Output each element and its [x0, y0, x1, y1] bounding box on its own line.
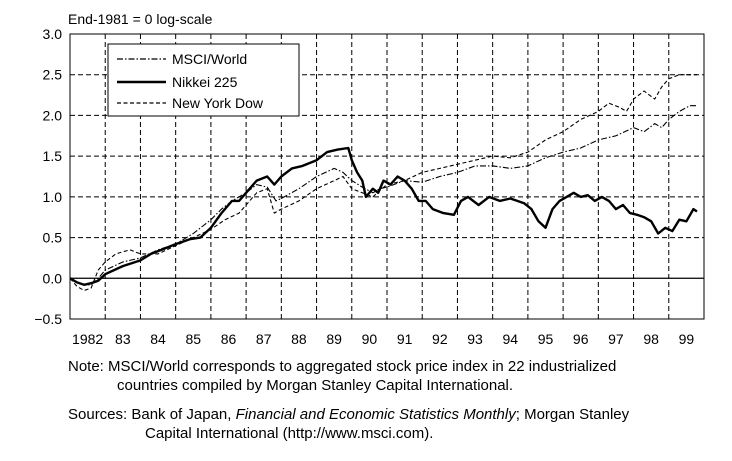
x-tick-label: 89 — [326, 331, 342, 347]
legend: MSCI/World Nikkei 225 New York Dow — [107, 43, 300, 117]
y-tick-label: 0.5 — [43, 230, 63, 246]
y-tick-label: 1.5 — [43, 148, 63, 164]
legend-label-nikkei-225: Nikkei 225 — [172, 74, 238, 90]
x-tick-label: 90 — [362, 331, 378, 347]
legend-label-new-york-dow: New York Dow — [172, 95, 264, 111]
note-line-2: countries compiled by Morgan Stanley Cap… — [117, 377, 514, 394]
sources-prefix: Sources: Bank of Japan, — [68, 406, 236, 423]
x-tick-label: 91 — [397, 331, 413, 347]
sources-publication-title: Financial and Economic Statistics Monthl… — [235, 406, 516, 423]
y-tick-label: 3.0 — [43, 26, 63, 42]
y-axis-tick-labels: 3.0 2.5 2.0 1.5 1.0 0.5 0.0 −0.5 — [34, 26, 62, 327]
sources-line-2: Capital International (http://www.msci.c… — [145, 425, 434, 442]
x-tick-label: 94 — [502, 331, 518, 347]
x-tick-label: 93 — [467, 331, 483, 347]
series-line-nikkei-225 — [69, 146, 698, 286]
x-tick-label: 86 — [221, 331, 237, 347]
sources-suffix: ; Morgan Stanley — [515, 406, 630, 423]
y-tick-label: 2.0 — [43, 107, 63, 123]
x-tick-label: 1982 — [72, 331, 103, 347]
x-axis-tick-labels: 1982 83 84 85 86 87 88 89 90 91 92 93 94 95 96 97 98 99 — [72, 331, 694, 347]
chart: End-1981 = 0 log-scale 3.0 2.5 2.0 1.5 1.0 0.… — [34, 11, 705, 347]
x-tick-label: 84 — [150, 331, 166, 347]
x-tick-label: 97 — [608, 331, 624, 347]
x-tick-label: 87 — [256, 331, 272, 347]
chart-title: End-1981 = 0 log-scale — [68, 11, 213, 27]
y-tick-label: 0.0 — [43, 270, 63, 286]
x-tick-label: 99 — [679, 331, 695, 347]
x-tick-label: 88 — [291, 331, 307, 347]
y-tick-label: 1.0 — [43, 189, 63, 205]
y-tick-label: 2.5 — [43, 67, 63, 83]
legend-label-msci-world: MSCI/World — [172, 51, 247, 67]
x-tick-label: 92 — [432, 331, 448, 347]
note-line-1: Note: MSCI/World corresponds to aggregat… — [68, 358, 617, 375]
x-tick-label: 95 — [538, 331, 554, 347]
x-tick-label: 96 — [573, 331, 589, 347]
sources-line-1: Sources: Bank of Japan, Financial and Ec… — [68, 405, 629, 424]
y-tick-label: −0.5 — [34, 311, 62, 327]
series-lines — [69, 74, 698, 292]
x-tick-label: 83 — [115, 331, 131, 347]
x-tick-label: 85 — [185, 331, 201, 347]
series-line-msci-world — [69, 105, 697, 286]
plot-frame — [69, 33, 705, 320]
x-tick-label: 98 — [643, 331, 659, 347]
legend-box — [107, 43, 300, 117]
